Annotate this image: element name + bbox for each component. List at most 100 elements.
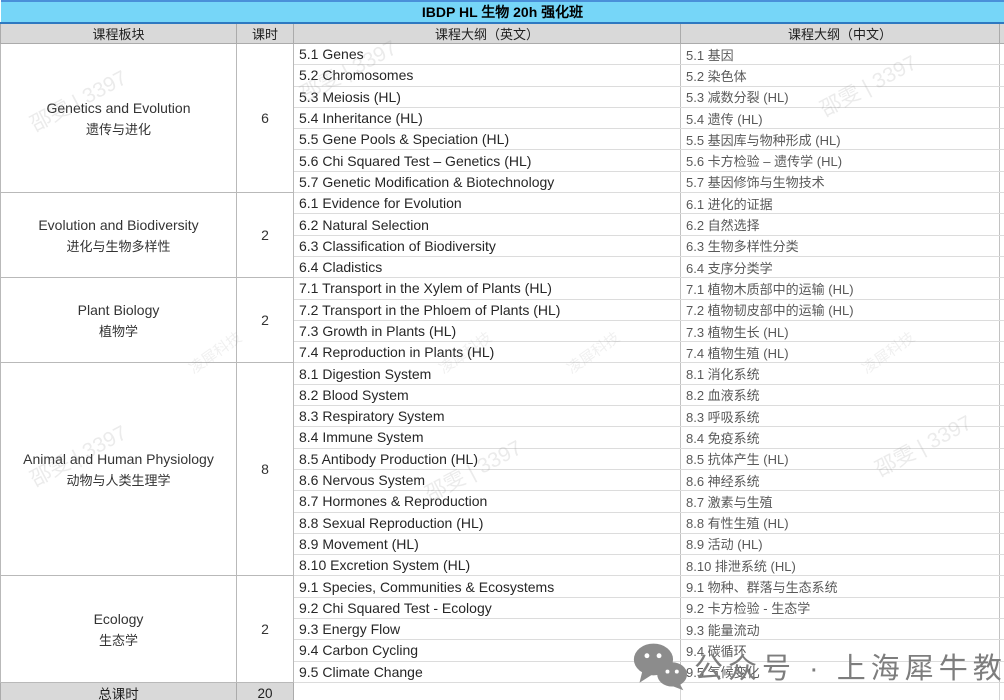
topic-zh: 9.2 卡方检验 - 生态学 [680, 596, 1000, 620]
topic-row: 5.7 Genetic Modification & Biotechnology… [1, 170, 1004, 194]
edge-sliver [998, 511, 1004, 534]
edge-sliver [998, 596, 1004, 620]
topic-row: 7.4 Reproduction in Plants (HL) 7.4 植物生殖 … [1, 341, 1004, 364]
edge-sliver [998, 383, 1004, 407]
topic-en: 8.8 Sexual Reproduction (HL) [293, 511, 681, 534]
total-row-blank-en [293, 681, 681, 700]
topic-en: 7.3 Growth in Plants (HL) [293, 319, 681, 343]
topic-en: 8.10 Excretion System (HL) [293, 554, 681, 577]
title-row: IBDP HL 生物 20h 强化班 [0, 0, 1004, 24]
topic-en: 8.3 Respiratory System [293, 405, 681, 428]
module-hours: 2 [236, 575, 294, 683]
topic-zh: 8.7 激素与生殖 [680, 490, 1000, 513]
topic-zh: 8.5 抗体产生 (HL) [680, 447, 1000, 470]
topic-row: 8.6 Nervous System 8.6 神经系统 [1, 468, 1004, 492]
edge-sliver [998, 128, 1004, 151]
topic-zh: 6.3 生物多样性分类 [680, 234, 1000, 257]
module-cell: Genetics and Evolution 遗传与进化 [0, 42, 237, 194]
column-header-outline-zh: 课程大纲（中文） [680, 22, 1000, 44]
topic-row: 5.2 Chromosomes 5.2 染色体 [1, 64, 1004, 87]
module-name-zh: 进化与生物多样性 [66, 238, 171, 254]
topic-row: 9.2 Chi Squared Test - Ecology 9.2 卡方检验 -… [1, 596, 1004, 620]
module-name-en: Ecology [93, 610, 144, 627]
topic-zh: 6.1 进化的证据 [680, 192, 1000, 215]
edge-sliver [998, 170, 1004, 194]
total-row-blank-zh [680, 681, 1000, 700]
topic-zh: 9.3 能量流动 [680, 618, 1000, 641]
total-hours-value: 20 [236, 681, 294, 700]
topic-row: 8.8 Sexual Reproduction (HL) 8.8 有性生殖 (HL… [1, 511, 1004, 534]
module-name-zh: 动物与人类生理学 [66, 473, 171, 489]
topic-zh: 5.5 基因库与物种形成 (HL) [680, 128, 1000, 151]
total-label: 总课时 [0, 681, 237, 700]
edge-sliver [998, 42, 1004, 66]
topic-en: 8.9 Movement (HL) [293, 532, 681, 556]
edge-sliver [998, 426, 1004, 449]
topic-en: 9.4 Carbon Cycling [293, 639, 681, 662]
topic-en: 5.6 Chi Squared Test – Genetics (HL) [293, 149, 681, 172]
topic-row: 5.4 Inheritance (HL) 5.4 遗传 (HL) [1, 106, 1004, 130]
total-row-blank-sliver [998, 681, 1004, 700]
edge-sliver [998, 341, 1004, 364]
topic-en: 8.7 Hormones & Reproduction [293, 490, 681, 513]
topic-en: 8.6 Nervous System [293, 468, 681, 492]
topic-zh: 9.1 物种、群落与生态系统 [680, 575, 1000, 598]
topic-zh: 8.10 排泄系统 (HL) [680, 554, 1000, 577]
module-name-en: Genetics and Evolution [46, 99, 191, 116]
topic-row: Evolution and Biodiversity 进化与生物多样性 2 6.1 E… [0, 192, 1004, 279]
total-row: 总课时 20 [0, 681, 1004, 700]
module-cell: Ecology 生态学 [0, 575, 237, 683]
topic-en: 7.4 Reproduction in Plants (HL) [293, 341, 681, 364]
topic-zh: 8.3 呼吸系统 [680, 405, 1000, 428]
column-header-module: 课程板块 [0, 22, 237, 44]
edge-sliver [998, 64, 1004, 87]
module-name-zh: 植物学 [98, 324, 138, 340]
edge-sliver [998, 532, 1004, 556]
page-title: IBDP HL 生物 20h 强化班 [0, 0, 1004, 24]
course-table-body: Genetics and Evolution 遗传与进化 6 5.1 Genes 5.1… [0, 42, 1004, 683]
topic-en: 9.3 Energy Flow [293, 618, 681, 641]
topic-row: Genetics and Evolution 遗传与进化 6 5.1 Genes 5.1… [0, 42, 1004, 194]
topic-row: 5.5 Gene Pools & Speciation (HL) 5.5 基因库与… [1, 128, 1004, 151]
topic-en: 9.1 Species, Communities & Ecosystems [293, 575, 681, 598]
edge-sliver [998, 575, 1004, 598]
edge-sliver [998, 149, 1004, 172]
topic-en: 9.2 Chi Squared Test - Ecology [293, 596, 681, 620]
edge-sliver [998, 213, 1004, 236]
topic-zh: 7.3 植物生长 (HL) [680, 319, 1000, 343]
topic-en: 5.7 Genetic Modification & Biotechnology [293, 170, 681, 194]
course-table-foot: 总课时 20 [0, 681, 1004, 700]
topic-en: 8.2 Blood System [293, 383, 681, 407]
edge-sliver [998, 85, 1004, 108]
column-header-outline-en: 课程大纲（英文） [293, 22, 681, 44]
module-hours: 8 [236, 362, 294, 577]
topic-row: 9.4 Carbon Cycling 9.4 碳循环 [1, 639, 1004, 662]
column-header-edge-sliver [998, 22, 1004, 44]
topic-row: Plant Biology 植物学 2 7.1 Transport in the Xy… [0, 277, 1004, 364]
module-name-zh: 遗传与进化 [85, 121, 151, 137]
topic-row: 8.9 Movement (HL) 8.9 活动 (HL) [1, 532, 1004, 556]
topic-en: 9.5 Climate Change [293, 660, 681, 683]
topic-zh: 8.9 活动 (HL) [680, 532, 1000, 556]
edge-sliver [998, 660, 1004, 683]
topic-en: 6.2 Natural Selection [293, 213, 681, 236]
edge-sliver [998, 554, 1004, 577]
edge-sliver [998, 298, 1004, 321]
edge-sliver [998, 447, 1004, 470]
topic-row: Ecology 生态学 2 9.1 Species, Communities & Ec… [0, 575, 1004, 683]
column-header-row: 课程板块 课时 课程大纲（英文） 课程大纲（中文） [0, 22, 1004, 44]
topic-en: 8.1 Digestion System [293, 362, 681, 385]
module-cell: Evolution and Biodiversity 进化与生物多样性 [0, 192, 237, 279]
topic-row: 8.2 Blood System 8.2 血液系统 [1, 383, 1004, 407]
module-name-zh: 生态学 [98, 632, 138, 648]
edge-sliver [998, 490, 1004, 513]
topic-en: 6.1 Evidence for Evolution [293, 192, 681, 215]
topic-zh: 5.7 基因修饰与生物技术 [680, 170, 1000, 194]
edge-sliver [998, 277, 1004, 300]
topic-zh: 7.2 植物韧皮部中的运输 (HL) [680, 298, 1000, 321]
module-hours: 6 [236, 42, 294, 194]
topic-en: 8.4 Immune System [293, 426, 681, 449]
topic-row: 7.3 Growth in Plants (HL) 7.3 植物生长 (HL) [1, 319, 1004, 343]
